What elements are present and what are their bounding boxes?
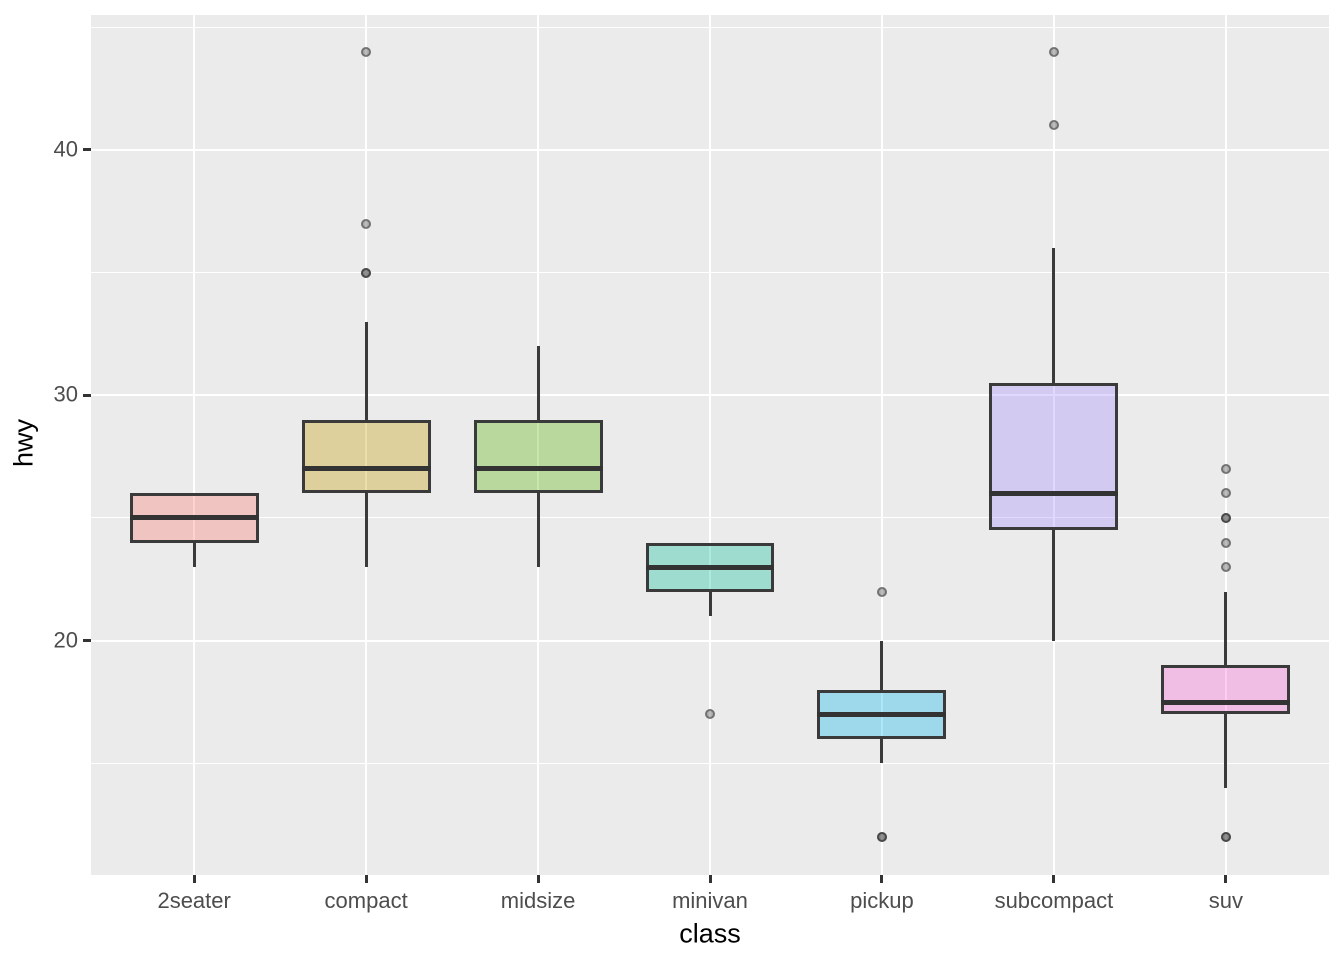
y-tick-mark-30 [83, 393, 91, 397]
x-tick-mark-suv [1224, 875, 1228, 883]
outlier-point-suv [1220, 537, 1231, 548]
box-suv [1161, 665, 1291, 715]
x-tick-label-compact: compact [324, 888, 408, 913]
outlier-point-compact [361, 218, 372, 229]
x-tick-mark-subcompact [1052, 875, 1056, 883]
outlier-point-subcompact [1048, 120, 1059, 131]
lower-whisker-pickup [880, 738, 884, 764]
outlier-point-subcompact [1048, 46, 1059, 57]
lower-whisker-subcompact [1052, 530, 1056, 641]
x-tick-mark-midsize [536, 875, 540, 883]
lower-whisker-minivan [708, 591, 712, 617]
outlier-point-suv [1220, 488, 1231, 499]
y-tick-mark-20 [83, 639, 91, 643]
outlier-point-pickup [876, 831, 887, 842]
box-subcompact [989, 383, 1119, 531]
x-tick-label-subcompact: subcompact [994, 888, 1114, 913]
x-tick-label-minivan: minivan [672, 888, 748, 913]
y-tick-mark-40 [83, 148, 91, 152]
gridline-x-compact [365, 15, 368, 875]
median-2seater [129, 515, 259, 521]
median-suv [1161, 699, 1291, 705]
x-tick-label-midsize: midsize [500, 888, 576, 913]
y-axis-title: hwy [8, 418, 39, 468]
upper-whisker-pickup [880, 640, 884, 690]
y-tick-label-30: 30 [53, 381, 78, 407]
x-tick-mark-compact [364, 875, 368, 883]
lower-whisker-midsize [536, 493, 540, 568]
outlier-point-suv [1220, 831, 1231, 842]
upper-whisker-compact [364, 321, 368, 420]
lower-whisker-compact [364, 493, 368, 568]
box-midsize [473, 419, 603, 494]
gridline-x-suv [1224, 15, 1227, 875]
upper-whisker-midsize [536, 346, 540, 420]
outlier-point-suv [1220, 512, 1231, 523]
upper-whisker-suv [1224, 591, 1228, 666]
x-tick-mark-minivan [708, 875, 712, 883]
x-axis-title: class [679, 918, 741, 949]
y-tick-label-40: 40 [53, 136, 78, 162]
lower-whisker-2seater [192, 542, 196, 568]
outlier-point-compact [361, 46, 372, 57]
gridline-x-minivan [709, 15, 711, 875]
x-tick-label-2seater: 2seater [157, 888, 231, 913]
x-tick-mark-pickup [880, 875, 884, 883]
x-tick-label-suv: suv [1208, 888, 1243, 913]
plot-panel [91, 15, 1329, 875]
outlier-point-minivan [705, 709, 715, 720]
median-midsize [473, 466, 603, 472]
gridline-x-pickup [880, 15, 883, 875]
median-minivan [645, 564, 775, 570]
outlier-point-suv [1220, 463, 1231, 474]
median-subcompact [989, 490, 1119, 496]
gridline-x-midsize [537, 15, 540, 875]
x-tick-label-pickup: pickup [850, 888, 914, 913]
x-tick-mark-2seater [192, 875, 196, 883]
gridline-x-subcompact [1052, 15, 1055, 875]
outlier-point-suv [1220, 562, 1231, 573]
median-compact [301, 466, 431, 472]
upper-whisker-subcompact [1052, 248, 1056, 384]
lower-whisker-suv [1224, 714, 1228, 788]
gridline-x-2seater [193, 15, 196, 875]
median-pickup [817, 711, 947, 717]
outlier-point-compact [361, 267, 372, 278]
box-compact [301, 419, 431, 494]
outlier-point-pickup [876, 586, 887, 597]
y-tick-label-20: 20 [53, 627, 78, 653]
